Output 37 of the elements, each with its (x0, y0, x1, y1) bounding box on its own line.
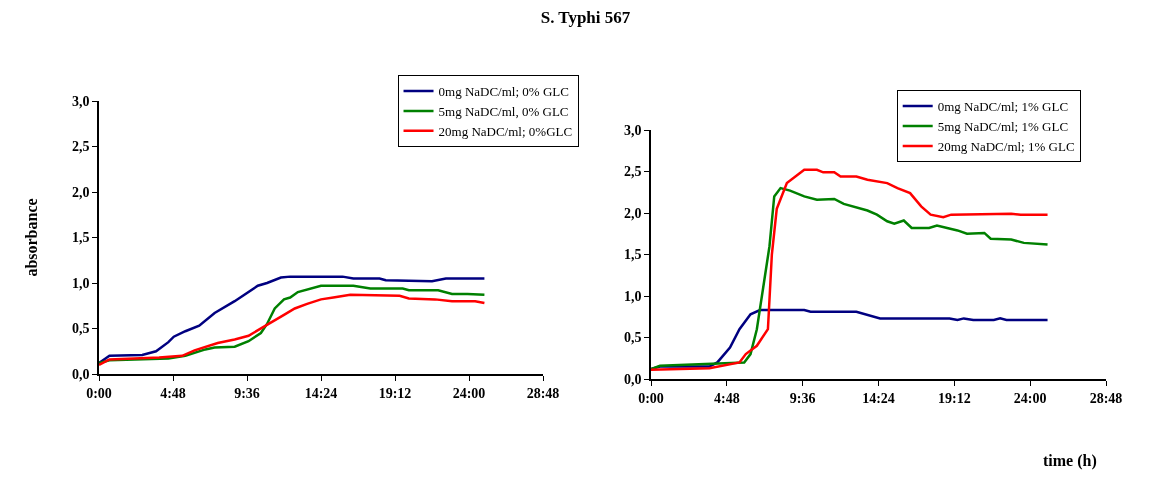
x-tick-label: 4:48 (713, 390, 740, 406)
y-tick-label: 2,5 (71, 139, 90, 155)
x-axis-title: time (h) (1043, 452, 1097, 470)
y-tick-label: 0,0 (71, 366, 90, 382)
y-tick-label: 3,0 (623, 122, 642, 138)
y-tick-label: 0,5 (71, 321, 90, 337)
y-tick-label: 1,5 (623, 247, 642, 263)
x-tick-label: 0:00 (638, 390, 664, 406)
y-tick-label: 0,0 (623, 371, 642, 387)
y-tick-label: 1,0 (623, 288, 642, 304)
y-tick-label: 1,0 (71, 275, 90, 291)
y-axis-title: absorbance (23, 198, 41, 277)
y-tick-label: 1,5 (71, 230, 90, 246)
x-tick-label: 28:48 (1089, 390, 1123, 406)
text: S. Typhi 567 (539, 8, 632, 28)
x-tick-label: 4:48 (160, 385, 186, 401)
legend-label: 5mg NaDC/ml; 1% GLC (937, 119, 1069, 135)
x-tick-label: 24:00 (452, 385, 486, 401)
x-tick-label: 14:24 (862, 390, 895, 406)
x-tick-label: 19:12 (937, 390, 971, 406)
x-tick-label: 0:00 (86, 385, 112, 401)
x-tick-label: 9:36 (234, 385, 260, 401)
x-tick-label: 24:00 (1013, 390, 1047, 406)
y-tick-label: 0,5 (623, 330, 642, 346)
legend-label: 20mg NaDC/ml; 1% GLC (937, 138, 1075, 154)
legend-label: 0mg NaDC/ml; 1% GLC (937, 99, 1069, 115)
x-tick-label: 28:48 (526, 385, 560, 401)
legend-label: 20mg NaDC/ml; 0%GLC (438, 123, 573, 139)
y-tick-label: 2,5 (623, 164, 642, 180)
y-tick-label: 3,0 (71, 93, 90, 109)
y-tick-label: 2,0 (71, 184, 90, 200)
legend-label: 0mg NaDC/ml; 0% GLC (438, 84, 569, 100)
x-tick-label: 19:12 (378, 385, 412, 401)
x-tick-label: 14:24 (304, 385, 338, 401)
y-tick-label: 2,0 (623, 205, 642, 221)
legend-label: 5mg NaDC/ml, 0% GLC (438, 103, 569, 119)
x-tick-label: 9:36 (789, 390, 816, 406)
